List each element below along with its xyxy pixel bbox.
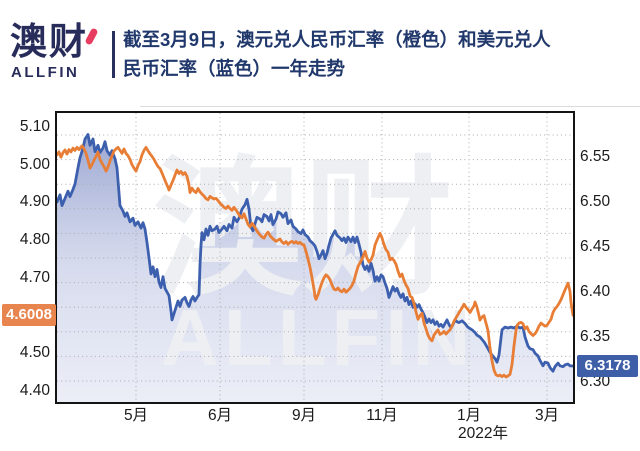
chart-title-line2: 民币汇率（蓝色）一年走势	[123, 57, 346, 79]
x-axis-tick-label: 6月	[207, 407, 233, 424]
allfin-logo-cn: 澳财	[10, 21, 88, 62]
aud-cny-line	[57, 144, 573, 379]
right-axis-tick-label: 6.45	[580, 238, 611, 255]
chart-svg: 澳财 ALLFIN	[57, 113, 573, 402]
left-axis-tick-label: 4.80	[19, 231, 50, 249]
left-axis-tick-label: 4.90	[19, 193, 50, 211]
right-axis-tick-label: 6.30	[580, 373, 611, 391]
left-axis-tick-label: 5.00	[19, 155, 50, 173]
left-axis-tick-label: 4.50	[19, 344, 50, 362]
x-axis-tick-label: 1月	[456, 407, 482, 424]
allfin-logo-en: ALLFIN	[11, 64, 80, 81]
left-axis-tick-label: 4.70	[19, 268, 50, 286]
usd-area-fill	[57, 134, 573, 402]
right-axis-tick-label: 6.50	[580, 193, 611, 210]
x-axis-tick-label: 9月	[291, 407, 317, 424]
left-axis-tick-label: 4.40	[19, 381, 50, 399]
right-axis-tick-label: 6.55	[580, 148, 611, 165]
x-axis-tick-label: 5月	[123, 407, 149, 424]
chart-title: 截至3月9日，澳元兑人民币汇率（橙色）和美元兑人 民币汇率（蓝色）一年走势	[123, 26, 635, 83]
plot-area: 澳财 ALLFIN	[55, 111, 575, 404]
left-axis-tick-label: 5.10	[19, 117, 50, 135]
usd-cny-line	[57, 133, 573, 373]
right-axis-tick-label: 6.40	[580, 283, 611, 301]
x-axis-tick-label: 3月	[534, 407, 560, 424]
x-axis-tick-label: 11月	[366, 407, 398, 424]
right-axis-tick-label: 6.35	[580, 328, 611, 346]
header-hairline	[140, 106, 640, 107]
chart-title-line1: 截至3月9日，澳元兑人民币汇率（橙色）和美元兑人	[123, 29, 551, 50]
aud-current-value-badge: 4.6008	[2, 304, 56, 327]
x-axis-year-label: 2022年	[458, 425, 508, 442]
watermark-en: ALLFIN	[161, 293, 475, 382]
header-divider	[112, 31, 115, 78]
usd-current-value-badge: 6.3178	[577, 354, 638, 377]
